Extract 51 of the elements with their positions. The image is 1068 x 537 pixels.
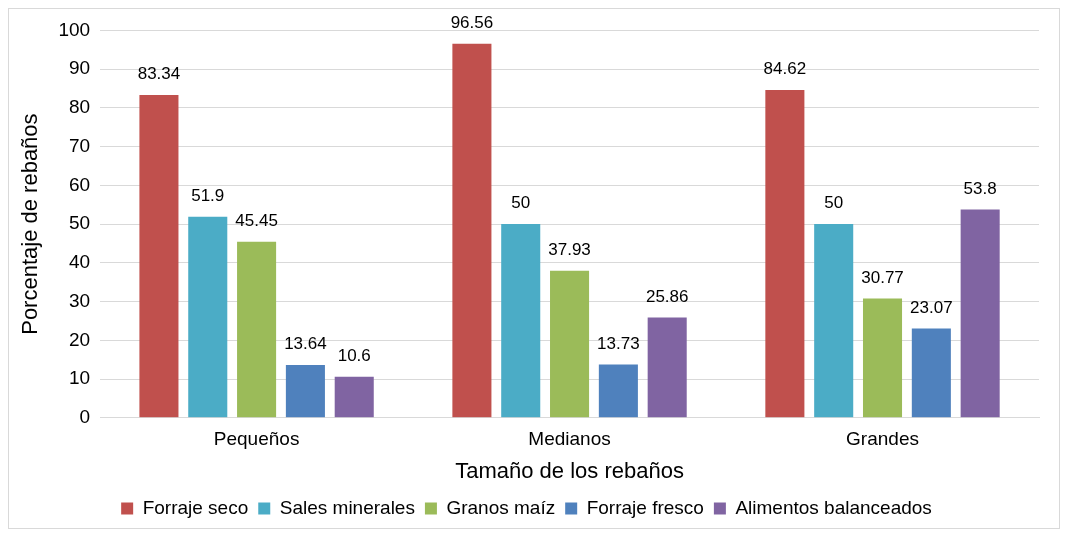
y-tick-label: 20 [68, 328, 91, 350]
legend-label: Sales minerales [279, 496, 415, 518]
data-label: 50 [824, 193, 844, 213]
bar [452, 43, 492, 418]
data-label: 13.73 [597, 333, 640, 353]
bar [960, 209, 1000, 418]
y-tick-label: 30 [68, 289, 91, 311]
y-tick-label: 100 [58, 18, 91, 40]
bar [188, 216, 228, 418]
data-label: 10.6 [337, 345, 371, 365]
data-label: 45.45 [235, 210, 278, 230]
legend-label: Alimentos balanceados [735, 496, 932, 518]
legend-label: Granos maíz [446, 496, 556, 518]
bar [911, 328, 951, 418]
bar [598, 364, 638, 418]
bar [139, 94, 179, 418]
bar [550, 270, 590, 418]
data-label: 53.8 [963, 178, 997, 198]
bar [814, 224, 854, 418]
data-label: 23.07 [910, 297, 953, 317]
y-tick-label: 50 [68, 212, 91, 234]
y-tick-label: 70 [68, 134, 91, 156]
data-label: 96.56 [450, 12, 494, 32]
data-label: 84.62 [763, 59, 807, 79]
bar [237, 241, 277, 418]
y-tick-label: 80 [68, 96, 91, 118]
x-tick-label: Pequeños [213, 428, 300, 450]
data-label: 25.86 [645, 286, 689, 306]
data-label: 50 [511, 193, 531, 213]
bar [862, 298, 903, 418]
y-tick-label: 40 [68, 251, 91, 273]
data-label: 83.34 [137, 64, 181, 84]
bar [285, 364, 325, 418]
bar [647, 317, 687, 418]
y-axis-title: Porcentaje de rebaños [17, 113, 43, 335]
bar [501, 224, 541, 418]
x-axis-title: Tamaño de los rebaños [455, 457, 684, 483]
y-tick-label: 60 [68, 173, 91, 195]
y-tick-label: 0 [79, 406, 91, 428]
data-label: 30.77 [861, 267, 904, 287]
legend-label: Forraje seco [142, 496, 249, 518]
bar [765, 89, 805, 418]
bar [334, 376, 374, 418]
x-tick-label: Medianos [528, 428, 611, 450]
data-label: 51.9 [191, 185, 225, 205]
legend-label: Forraje fresco [586, 496, 704, 518]
y-tick-label: 90 [68, 57, 91, 79]
data-label: 13.64 [284, 334, 327, 354]
x-tick-label: Grandes [846, 428, 919, 450]
data-label: 37.93 [548, 240, 591, 260]
y-tick-label: 10 [68, 367, 91, 389]
